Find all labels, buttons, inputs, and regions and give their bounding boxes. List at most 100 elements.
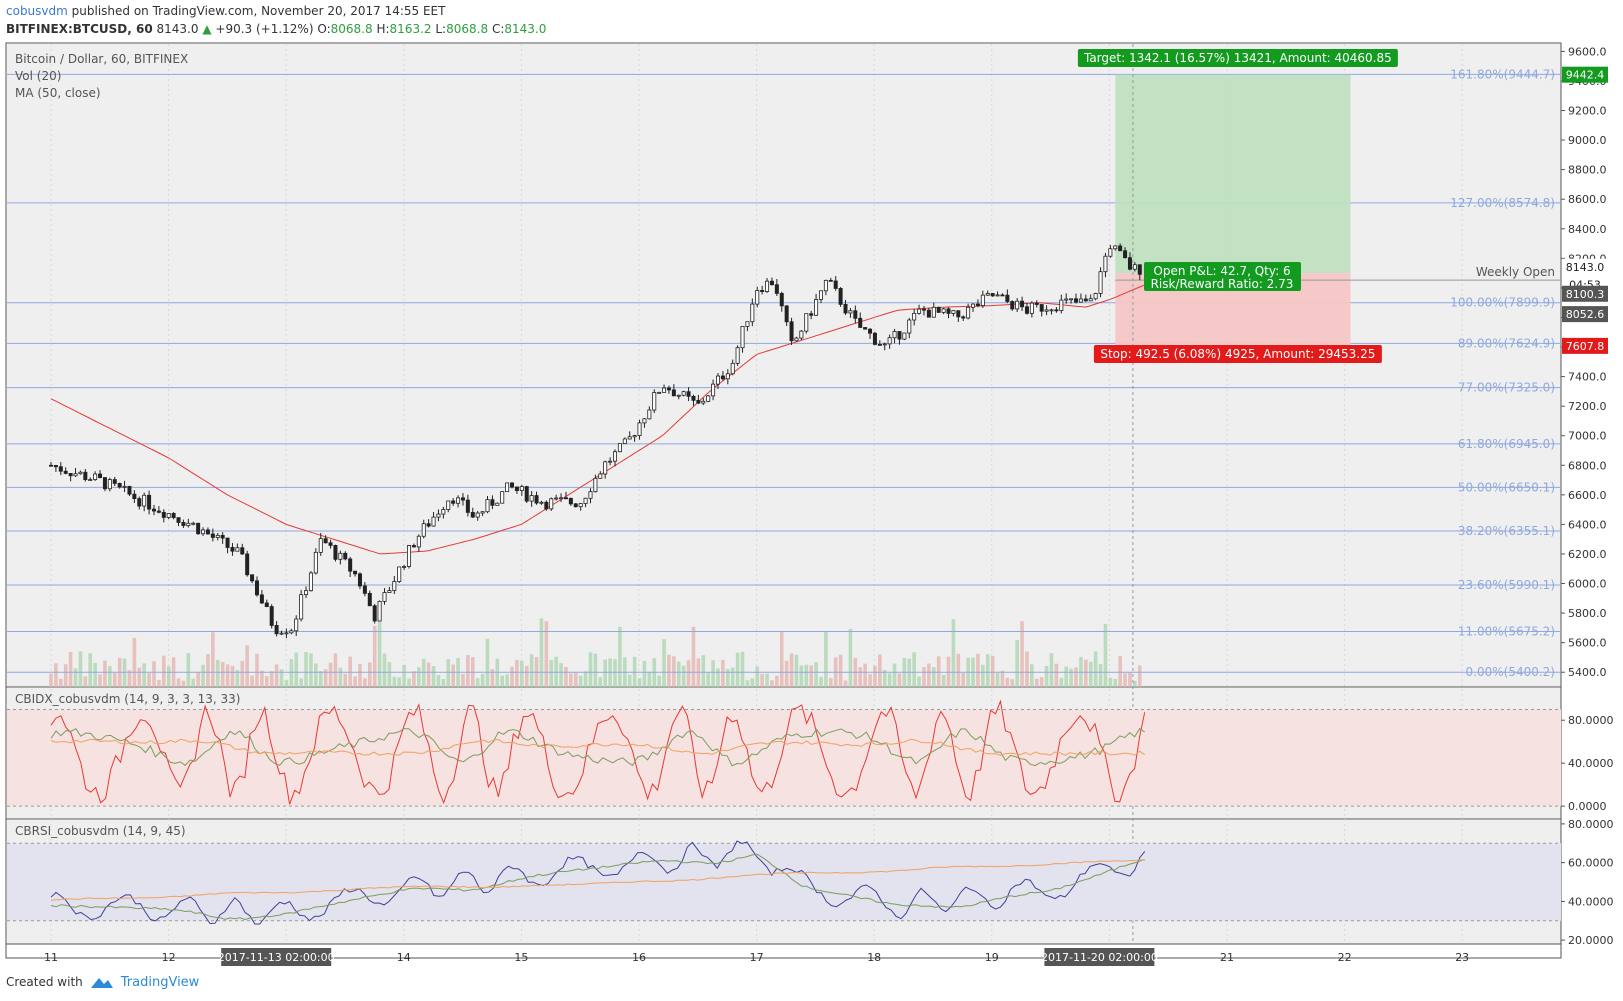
volume-bar (878, 654, 882, 687)
candle-body (720, 375, 725, 380)
volume-legend: Vol (20) (15, 69, 61, 83)
candle-body (156, 510, 161, 513)
volume-bar (358, 663, 362, 687)
candle-body (642, 418, 647, 424)
volume-bar (667, 654, 671, 687)
candle-body (603, 461, 608, 475)
volume-bar (157, 679, 161, 687)
candle-body (338, 552, 343, 560)
volume-bar (819, 676, 823, 687)
volume-bar (1005, 677, 1010, 687)
volume-bar (475, 678, 480, 687)
volume-bar (245, 645, 249, 687)
candle-body (107, 479, 112, 490)
volume-bar (1108, 677, 1113, 687)
volume-bar (613, 659, 617, 687)
candle-body (956, 310, 961, 318)
price-axis-label: 5600.0 (1568, 637, 1607, 650)
up-arrow-icon: ▲ (202, 22, 212, 36)
candle-body (740, 325, 745, 349)
candle-body (578, 503, 583, 508)
weekly-open-tag: 8052.6 (1566, 308, 1605, 321)
time-highlight-left: 2017-11-13 02:00:00 (218, 951, 335, 964)
volume-bar (304, 652, 308, 687)
candle-body (460, 497, 465, 501)
cbrsi-title: CBRSI_cobusvdm (14, 9, 45) (15, 824, 186, 838)
candle-body (225, 537, 230, 548)
price-axis-label: 9000.0 (1568, 134, 1607, 147)
candle-body (573, 503, 578, 508)
volume-bar (686, 660, 691, 687)
candle-body (657, 391, 662, 394)
fib-level-label: 23.60%(5990.1) (1458, 578, 1555, 592)
candle-body (818, 290, 823, 300)
volume-bar (260, 670, 264, 687)
candle-body (181, 522, 186, 526)
volume-bar (108, 666, 112, 687)
candle-body (362, 585, 367, 594)
volume-bar (142, 663, 146, 687)
volume-bar (1059, 677, 1064, 687)
volume-bar (1118, 656, 1122, 687)
candle-body (411, 545, 416, 548)
candle-body (779, 292, 784, 307)
candle-body (240, 547, 245, 555)
candle-body (1020, 300, 1025, 308)
candle-body (588, 491, 593, 499)
candle-body (1054, 309, 1059, 312)
volume-bar (466, 654, 470, 687)
candle-body (407, 545, 412, 567)
price-axis[interactable] (1561, 43, 1623, 958)
volume-bar (931, 667, 936, 687)
volume-bar (873, 665, 877, 687)
volume-bar (421, 658, 426, 687)
candle-body (166, 513, 171, 518)
target-zone[interactable] (1115, 74, 1351, 274)
cbidx-slow-line (50, 738, 1145, 756)
weekly-open-label: Weekly Open (1476, 265, 1555, 279)
candle-body (794, 337, 799, 342)
volume-bar (201, 664, 205, 687)
candle-body (941, 308, 946, 313)
tradingview-logo-icon[interactable] (89, 974, 115, 990)
volume-bar (779, 631, 784, 687)
created-with-label: Created with (6, 975, 83, 989)
volume-bar (730, 667, 735, 687)
volume-bar (662, 639, 666, 687)
tradingview-link[interactable]: TradingView (120, 974, 200, 990)
candle-body (563, 497, 568, 500)
volume-bar (54, 663, 58, 687)
candle-body (1137, 264, 1142, 275)
candle-body (397, 566, 402, 582)
candle-body (1118, 245, 1123, 252)
candle-body (220, 534, 225, 539)
price-change: +90.3 (+1.12%) (215, 22, 314, 36)
candle-body (676, 394, 681, 397)
volume-bar (868, 673, 872, 687)
candle-body (446, 500, 451, 510)
volume-bar (137, 667, 142, 687)
volume-bar (755, 666, 760, 687)
candle-body (88, 479, 93, 481)
author-link[interactable]: cobusvdm (6, 4, 68, 18)
volume-bar (843, 680, 848, 687)
candle-body (490, 499, 495, 506)
candle-body (823, 279, 828, 292)
candle-body (902, 332, 907, 340)
candle-body (151, 508, 156, 512)
candle-body (367, 592, 372, 607)
candle-body (510, 482, 515, 488)
volume-bar (1133, 680, 1137, 687)
candle-body (402, 566, 407, 568)
candle-body (426, 523, 431, 527)
volume-bar (1137, 665, 1142, 687)
volume-bar (1064, 666, 1069, 687)
candle-body (814, 299, 819, 316)
cbidx-title: CBIDX_cobusvdm (14, 9, 3, 3, 13, 33) (15, 692, 240, 706)
time-axis-label: 16 (632, 951, 646, 964)
volume-bar (897, 673, 902, 687)
volume-bar (225, 664, 230, 687)
current-price-tag: 8143.0 (1566, 261, 1605, 274)
volume-bar (353, 676, 357, 687)
